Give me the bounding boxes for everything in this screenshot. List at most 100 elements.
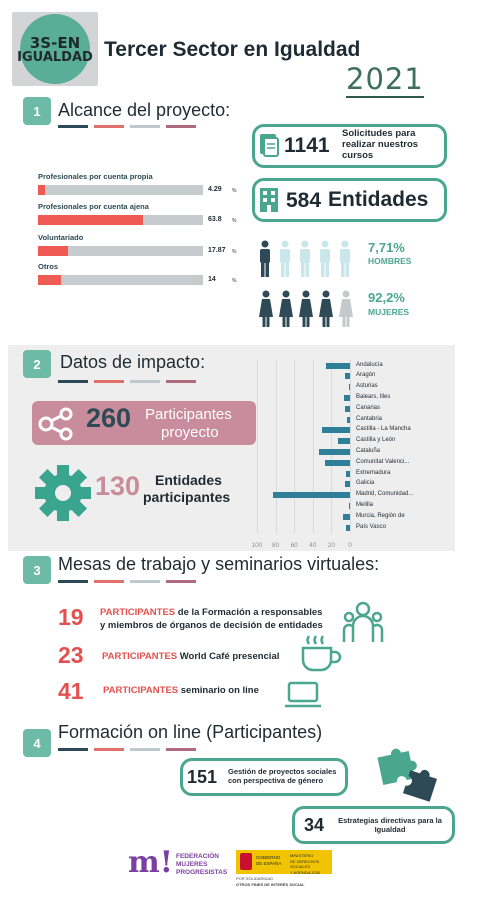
bar-track: [38, 185, 203, 195]
category-label: Comunitat Valenci...: [356, 458, 410, 465]
grid-line: [275, 360, 277, 533]
bar-label: Otros: [38, 262, 59, 271]
male-person-icon: [340, 240, 350, 277]
grid-line: [257, 360, 258, 533]
solicitudes-box: [252, 124, 447, 168]
male-person-icon: [320, 240, 330, 277]
bar-fill: [38, 275, 62, 285]
female-person-icon: [299, 290, 313, 327]
section4-number: 4: [23, 729, 51, 757]
gov-subtext: POR SOLIDARIDAD OTROS FINES DE INTERÉS S…: [236, 876, 336, 888]
item2-number: 23: [58, 642, 84, 668]
female-person-icon: [319, 290, 333, 327]
category-label: Castilla y León: [356, 437, 396, 444]
fmp-logo-mark: m!: [128, 845, 173, 880]
hombres-icons: [258, 240, 358, 280]
bar-track: [38, 215, 203, 225]
gov-sub2: OTROS FINES DE INTERÉS SOCIAL: [236, 882, 305, 887]
bar-track: [38, 275, 203, 285]
chart-bar: [345, 373, 350, 380]
chart-bar: [325, 362, 350, 369]
chart-bar: [344, 394, 350, 401]
fmp-l1: FEDERACIÓN: [176, 853, 219, 860]
grid-line: [312, 360, 314, 533]
male-person-icon: [280, 240, 290, 277]
gestion-number: 151: [187, 767, 218, 787]
coat-of-arms-icon: [240, 853, 252, 870]
section3-title: Mesas de trabajo y seminarios virtuales:: [58, 554, 380, 574]
chart-bar: [345, 481, 350, 488]
chart-bar: [345, 405, 350, 412]
logo: 3S-EN IGUALDAD: [12, 12, 98, 86]
chart-bar: [349, 384, 350, 391]
section1-number: 1: [23, 97, 51, 125]
share-icon: [38, 407, 73, 441]
bar-fill: [38, 215, 144, 225]
mujeres-label: MUJERES: [368, 307, 410, 317]
bar-track: [38, 246, 203, 256]
entidades-participantes-text2: participantes: [143, 489, 231, 505]
male-person-icon: [260, 240, 270, 277]
document-icon: [260, 134, 279, 157]
hombres-pct: 7,71%: [368, 240, 405, 255]
x-tick-label: 40: [309, 541, 317, 549]
puzzle-icon: [377, 748, 438, 802]
chart-bar: [324, 459, 350, 466]
estrategias-number: 34: [304, 815, 325, 835]
category-label: Balears, Illes: [356, 393, 391, 400]
item1-tag: PARTICIPANTES: [100, 607, 176, 618]
pct-sign: %: [232, 188, 237, 194]
box-estrategias: [292, 806, 455, 844]
fmp-l3: PROGRESISTAS: [176, 869, 228, 876]
participantes-text2: proyecto: [161, 424, 219, 441]
coffee-cup-icon: [301, 635, 342, 672]
pct-sign: %: [232, 249, 237, 255]
category-label: Canarias: [356, 404, 381, 411]
section1-underline: [58, 125, 202, 128]
participantes-number: 260: [86, 403, 132, 433]
box-gestion: [180, 758, 348, 796]
logo-line2: IGUALDAD: [17, 50, 93, 65]
item1-text: PARTICIPANTES de la Formación a responsa…: [100, 606, 340, 632]
section2-number: 2: [23, 350, 51, 378]
chart-bar: [346, 524, 350, 531]
item3-number: 41: [58, 678, 84, 704]
group-icon: [342, 601, 384, 642]
category-label: Galicia: [356, 480, 375, 487]
mujeres-pct: 92,2%: [368, 290, 405, 305]
female-person-icon: [279, 290, 293, 327]
grid-line: [294, 360, 296, 533]
gov-l1: GOBIERNO: [256, 855, 281, 860]
item1-desc: de la Formación a responsables: [177, 607, 323, 618]
section3-underline: [58, 580, 202, 583]
chart-bar: [347, 416, 350, 423]
gov-r2: DE DERECHOS SOCIALES: [290, 858, 320, 870]
bar-label: Profesionales por cuenta ajena: [38, 202, 149, 211]
gov-r3: Y AGENDA 2030: [290, 869, 321, 875]
hombres-label: HOMBRES: [368, 256, 412, 266]
male-person-icon: [300, 240, 310, 277]
fmp-l2: MUJERES: [176, 861, 208, 868]
item1-desc2: y miembros de órganos de decisión de ent…: [100, 620, 323, 631]
building-icon: [260, 188, 278, 212]
category-label: Andalucía: [356, 361, 383, 368]
item2-text: PARTICIPANTES World Café presencial: [102, 651, 279, 662]
chart-bar: [337, 438, 350, 445]
item2-tag: PARTICIPANTES: [102, 651, 178, 662]
item1-number: 19: [58, 604, 84, 630]
x-tick-label: 60: [290, 541, 298, 549]
x-tick-label: 80: [271, 541, 280, 549]
section2-title: Datos de impacto:: [60, 352, 206, 372]
item3-text: PARTICIPANTES seminario on line: [103, 685, 259, 696]
category-label: Madrid, Comunidad...: [356, 491, 414, 498]
bar-label: Voluntariado: [38, 233, 84, 242]
gov-r1: MINISTERIO: [290, 853, 314, 858]
category-label: Aragón: [356, 372, 376, 379]
gov-sub1: POR SOLIDARIDAD: [236, 876, 273, 881]
x-tick-label: 0: [348, 541, 352, 549]
category-label: Cataluña: [356, 447, 381, 454]
chart-bar: [346, 470, 350, 477]
female-person-icon: [259, 290, 273, 327]
category-label: Asturias: [356, 383, 378, 390]
section3-number: 3: [23, 556, 51, 584]
